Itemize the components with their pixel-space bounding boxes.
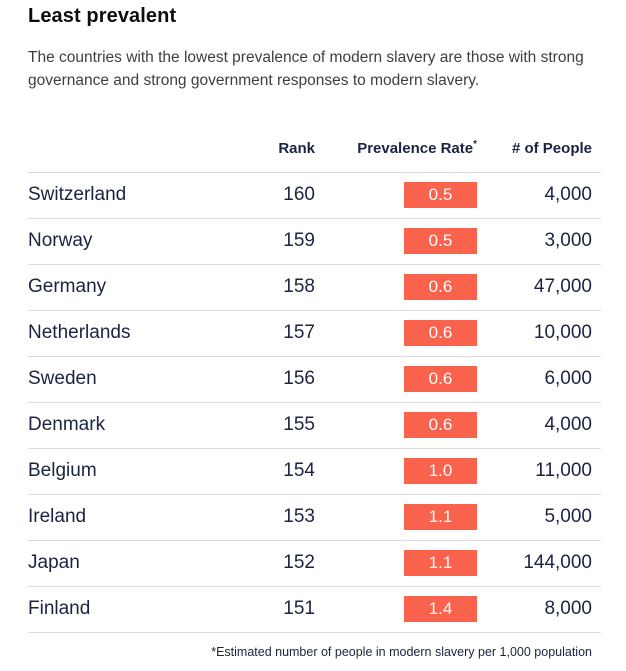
country-cell: Sweden bbox=[28, 368, 97, 389]
country-cell: Denmark bbox=[28, 414, 106, 435]
country-cell: Belgium bbox=[28, 460, 97, 481]
table-row: Sweden 156 0.6 6,000 bbox=[28, 356, 601, 402]
prevalence-badge: 0.6 bbox=[404, 366, 477, 392]
prevalence-cell: 1.4 bbox=[315, 586, 477, 632]
rank-cell: 159 bbox=[283, 230, 315, 251]
table-row: Switzerland 160 0.5 4,000 bbox=[28, 172, 601, 218]
prevalence-table: Rank Prevalence Rate* # of People Switze… bbox=[28, 126, 601, 633]
prevalence-cell: 0.6 bbox=[315, 264, 477, 310]
table-body: Switzerland 160 0.5 4,000 Norway 159 0.5… bbox=[28, 172, 601, 632]
rank-cell: 155 bbox=[283, 414, 315, 435]
country-cell: Netherlands bbox=[28, 322, 131, 343]
prevalence-badge: 1.4 bbox=[404, 596, 477, 622]
people-cell: 11,000 bbox=[535, 460, 592, 481]
prevalence-badge: 0.5 bbox=[404, 228, 477, 254]
prevalence-badge: 1.0 bbox=[404, 458, 477, 484]
prevalence-cell: 1.0 bbox=[315, 448, 477, 494]
prevalence-cell: 0.6 bbox=[315, 356, 477, 402]
table-row: Germany 158 0.6 47,000 bbox=[28, 264, 601, 310]
people-cell: 6,000 bbox=[544, 368, 592, 389]
prevalence-cell: 0.5 bbox=[315, 218, 477, 264]
people-cell: 5,000 bbox=[544, 506, 592, 527]
table-row: Denmark 155 0.6 4,000 bbox=[28, 402, 601, 448]
people-cell: 10,000 bbox=[533, 322, 592, 343]
people-cell: 47,000 bbox=[533, 276, 592, 297]
prevalence-cell: 0.6 bbox=[315, 402, 477, 448]
table-footnote: *Estimated number of people in modern sl… bbox=[211, 644, 592, 659]
col-header-prevalence: Prevalence Rate* bbox=[315, 126, 477, 172]
prevalence-badge: 0.5 bbox=[404, 182, 477, 208]
table-row: Ireland 153 1.1 5,000 bbox=[28, 494, 601, 540]
rank-cell: 158 bbox=[283, 276, 315, 297]
people-cell: 144,000 bbox=[523, 552, 592, 573]
rank-cell: 151 bbox=[283, 598, 315, 619]
col-header-prevalence-label: Prevalence Rate bbox=[357, 140, 474, 158]
col-header-people: # of People bbox=[511, 140, 592, 158]
table-row: Belgium 154 1.0 11,000 bbox=[28, 448, 601, 494]
people-cell: 4,000 bbox=[544, 414, 592, 435]
rank-cell: 160 bbox=[283, 184, 315, 205]
country-cell: Switzerland bbox=[28, 184, 127, 205]
col-header-country bbox=[28, 126, 250, 172]
rank-cell: 152 bbox=[283, 552, 315, 573]
table-header-row: Rank Prevalence Rate* # of People bbox=[28, 126, 601, 172]
people-cell: 4,000 bbox=[544, 184, 592, 205]
country-cell: Norway bbox=[28, 230, 93, 251]
country-cell: Finland bbox=[28, 598, 91, 619]
prevalence-badge: 0.6 bbox=[404, 320, 477, 346]
page-title: Least prevalent bbox=[28, 5, 177, 27]
table-row: Norway 159 0.5 3,000 bbox=[28, 218, 601, 264]
table-row: Japan 152 1.1 144,000 bbox=[28, 540, 601, 586]
prevalence-badge: 0.6 bbox=[404, 274, 477, 300]
people-cell: 8,000 bbox=[544, 598, 592, 619]
prevalence-cell: 1.1 bbox=[315, 540, 477, 586]
col-header-rank: Rank bbox=[278, 140, 315, 158]
prevalence-badge: 1.1 bbox=[404, 504, 477, 530]
prevalence-cell: 0.5 bbox=[315, 172, 477, 218]
page-subtitle: The countries with the lowest prevalence… bbox=[28, 49, 584, 89]
country-cell: Japan bbox=[28, 552, 80, 573]
rank-cell: 156 bbox=[283, 368, 315, 389]
prevalence-cell: 1.1 bbox=[315, 494, 477, 540]
rank-cell: 154 bbox=[283, 460, 315, 481]
people-cell: 3,000 bbox=[544, 230, 592, 251]
footnote-asterisk: * bbox=[473, 139, 477, 151]
prevalence-badge: 1.1 bbox=[404, 550, 477, 576]
rank-cell: 157 bbox=[283, 322, 315, 343]
country-cell: Ireland bbox=[28, 506, 87, 527]
rank-cell: 153 bbox=[283, 506, 315, 527]
prevalence-badge: 0.6 bbox=[404, 412, 477, 438]
prevalence-cell: 0.6 bbox=[315, 310, 477, 356]
country-cell: Germany bbox=[28, 276, 107, 297]
table-row: Finland 151 1.4 8,000 bbox=[28, 586, 601, 632]
table-row: Netherlands 157 0.6 10,000 bbox=[28, 310, 601, 356]
